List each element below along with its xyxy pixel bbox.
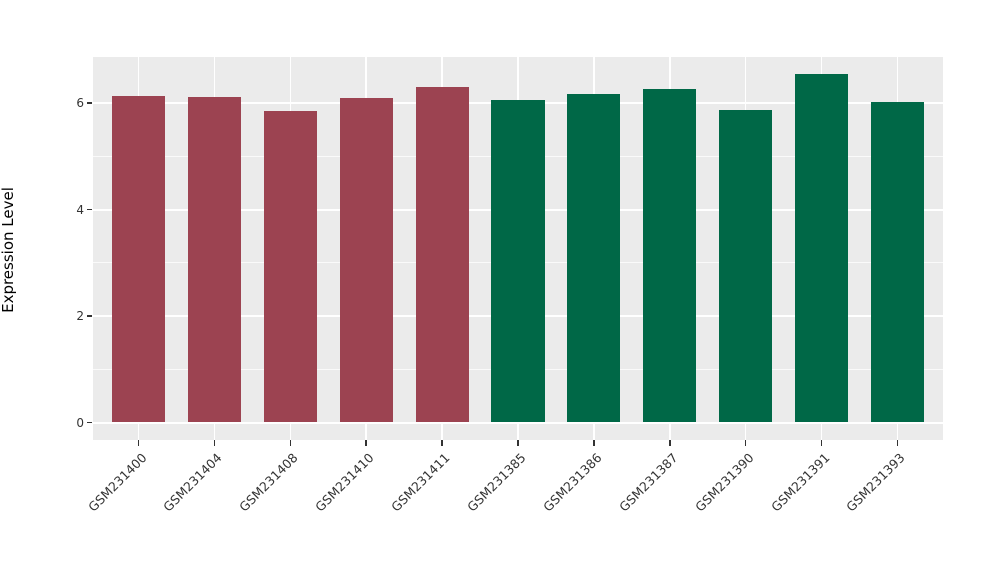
y-tick-label: 0: [76, 415, 84, 430]
x-tick-mark: [820, 440, 823, 446]
x-tick-mark: [517, 440, 519, 446]
bar-GSM231410: [339, 98, 393, 423]
x-tick-mark: [289, 440, 292, 446]
bar-GSM231408: [263, 110, 317, 423]
y-tick-label: 6: [76, 96, 84, 110]
bar-GSM231387: [643, 89, 697, 423]
bar-GSM231411: [415, 87, 469, 423]
x-tick-mark: [365, 440, 367, 446]
x-tick-mark: [441, 440, 443, 446]
x-tick-mark: [744, 440, 747, 446]
y-tick-mark: [87, 421, 92, 424]
bar-GSM231390: [719, 109, 773, 423]
y-axis-title: Expression Level: [0, 187, 17, 313]
y-tick-mark: [87, 208, 92, 211]
x-tick-mark: [213, 440, 216, 446]
y-tick-mark: [87, 102, 92, 104]
plot-panel: [93, 57, 943, 440]
x-tick-mark: [669, 440, 671, 446]
bar-GSM231385: [491, 99, 545, 423]
x-tick-mark: [896, 440, 899, 446]
bar-GSM231393: [870, 101, 925, 423]
y-tick-mark: [87, 315, 92, 317]
y-tick-label: 4: [76, 202, 84, 217]
bar-GSM231391: [795, 74, 849, 423]
bar-GSM231404: [187, 97, 241, 423]
y-tick-label: 2: [76, 309, 84, 323]
bar-GSM231400: [111, 96, 166, 423]
bar-GSM231386: [567, 93, 621, 423]
x-tick-mark: [137, 440, 140, 446]
x-tick-mark: [593, 440, 595, 446]
